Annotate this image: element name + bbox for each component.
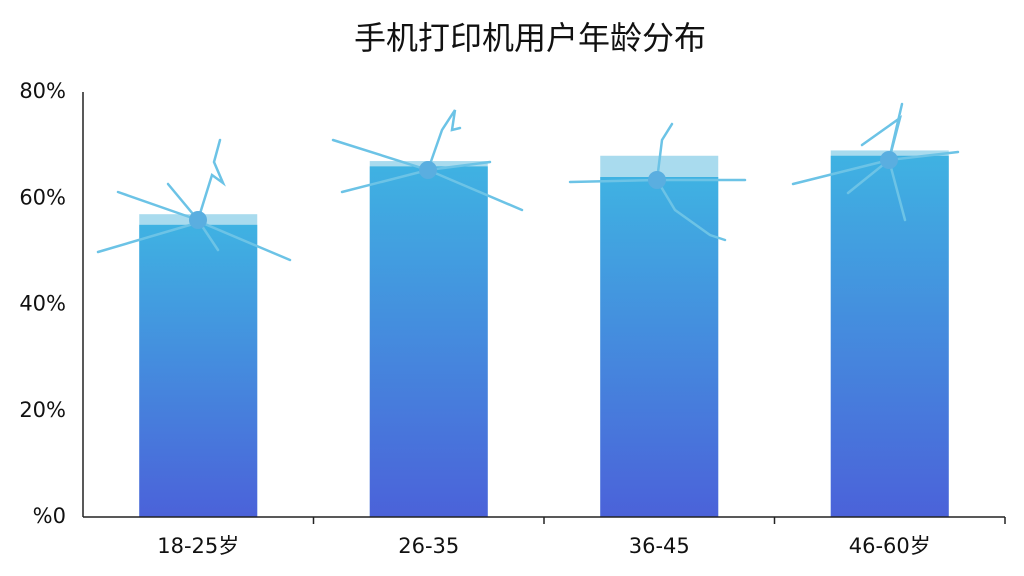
bars <box>139 150 949 517</box>
bar <box>830 155 949 517</box>
marker <box>189 211 207 229</box>
y-tick-label: 20% <box>19 398 66 422</box>
bar <box>139 224 258 517</box>
decoration <box>96 102 960 262</box>
x-tick-label: 46-60岁 <box>849 534 931 558</box>
bar <box>369 166 488 517</box>
y-tick-label: %0 <box>33 504 66 528</box>
x-tick-label: 26-35 <box>398 534 459 558</box>
y-tick-label: 80% <box>19 79 66 103</box>
marker <box>880 151 898 169</box>
y-tick-label: 60% <box>19 185 66 209</box>
x-tick-label: 18-25岁 <box>157 534 239 558</box>
bar <box>600 177 719 517</box>
marker <box>648 171 666 189</box>
y-tick-label: 40% <box>19 292 66 316</box>
marker <box>419 161 437 179</box>
x-tick-label: 36-45 <box>629 534 690 558</box>
chart-title: 手机打印机用户年龄分布 <box>354 19 706 57</box>
